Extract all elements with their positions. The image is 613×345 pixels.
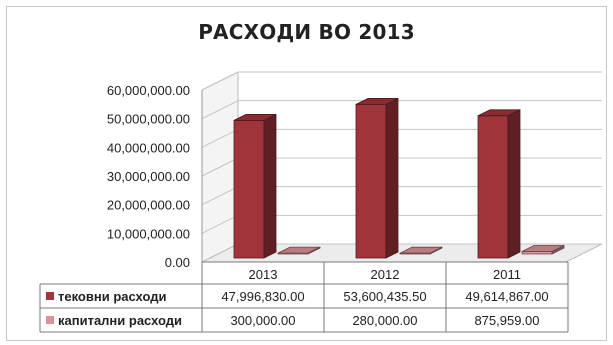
bar-top <box>477 109 521 117</box>
data-label: 280,000.00 <box>352 313 417 328</box>
x-category-label: 2012 <box>371 267 400 282</box>
bar-top <box>355 97 399 105</box>
bar-top <box>277 246 321 254</box>
bar-side <box>263 113 277 259</box>
y-tick-label: 40,000,000.00 <box>107 140 190 155</box>
y-tick-label: 10,000,000.00 <box>107 226 190 241</box>
bar-top <box>521 245 565 252</box>
bar-top <box>233 114 277 121</box>
data-label: 53,600,435.50 <box>343 289 426 304</box>
bar-current-2012 <box>355 103 387 259</box>
bar-current-2011 <box>477 115 509 259</box>
bar-current-2013 <box>233 120 265 259</box>
y-tick-label: 60,000,000.00 <box>107 83 190 98</box>
data-label: 300,000.00 <box>230 313 295 328</box>
data-label: 49,614,867.00 <box>465 289 548 304</box>
legend-label: капитални расходи <box>58 313 182 328</box>
y-tick-label: 50,000,000.00 <box>107 112 190 127</box>
data-label: 47,996,830.00 <box>221 289 304 304</box>
bar-side <box>385 97 399 259</box>
y-tick-label: 30,000,000.00 <box>107 169 190 184</box>
bar-side <box>507 109 521 259</box>
legend-swatch <box>46 292 54 300</box>
gridline <box>201 100 602 120</box>
y-tick-label: 20,000,000.00 <box>107 198 190 213</box>
data-label: 875,959.00 <box>474 313 539 328</box>
y-tick-label: 0.00 <box>165 255 190 270</box>
bar-top <box>399 246 443 254</box>
legend-label: тековни расходи <box>58 289 166 304</box>
x-category-label: 2013 <box>249 267 278 282</box>
gridline <box>201 71 602 91</box>
legend-swatch <box>46 316 54 324</box>
x-category-label: 2011 <box>493 267 521 282</box>
chart-title: РАСХОДИ ВО 2013 <box>198 20 415 44</box>
